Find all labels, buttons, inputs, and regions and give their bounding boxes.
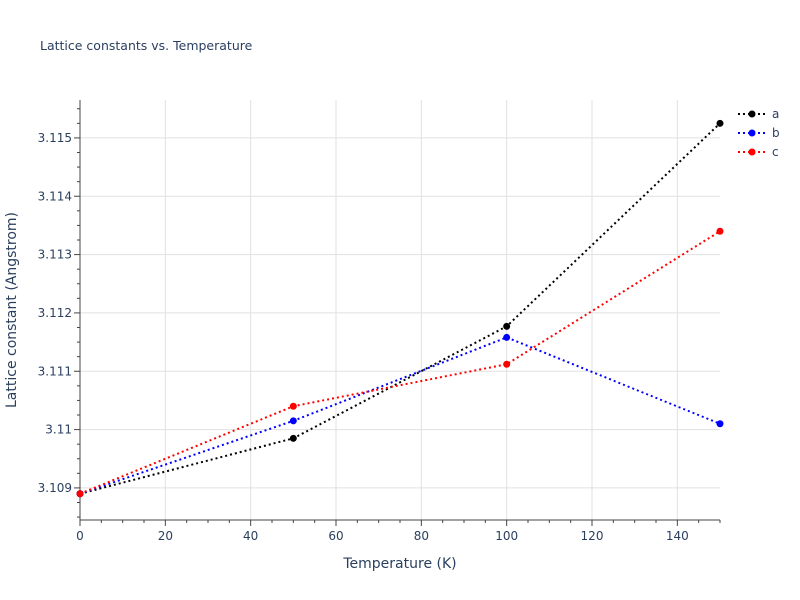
x-tick-label: 40: [243, 529, 258, 543]
legend-label-b: b: [772, 126, 780, 140]
legend: abc: [738, 107, 780, 159]
x-tick-label: 140: [666, 529, 689, 543]
y-tick-label: 3.113: [38, 248, 72, 262]
data-point-c: [76, 490, 84, 498]
x-tick-label: 120: [581, 529, 604, 543]
x-tick-label: 60: [328, 529, 343, 543]
legend-label-a: a: [772, 107, 779, 121]
data-point-b: [289, 417, 297, 425]
data-point-a: [503, 322, 511, 330]
x-tick-label: 100: [495, 529, 518, 543]
series-line-a: [79, 122, 721, 495]
legend-label-c: c: [772, 145, 779, 159]
legend-marker-b: [748, 129, 756, 137]
x-axis-title: Temperature (K): [342, 556, 456, 572]
y-tick-label: 3.11: [45, 423, 72, 437]
series-line-c: [79, 230, 721, 495]
x-tick-label: 80: [414, 529, 429, 543]
data-point-c: [289, 402, 297, 410]
y-tick-label: 3.114: [38, 189, 72, 203]
legend-marker-a: [748, 110, 756, 118]
data-point-a: [716, 119, 724, 127]
axes: [79, 100, 720, 521]
data-point-b: [503, 333, 511, 341]
x-tick-label: 0: [76, 529, 84, 543]
x-ticks: 0 20 40 60 80 100 120 140: [76, 520, 721, 543]
data-point-c: [716, 227, 724, 235]
y-axis-title: Lattice constant (Angstrom): [4, 212, 20, 408]
series-group: [76, 119, 724, 498]
y-tick-label: 3.111: [38, 364, 72, 378]
x-tick-label: 20: [158, 529, 173, 543]
data-point-c: [503, 360, 511, 368]
y-ticks: 3.109 3.11 3.111 3.112 3.113 3.114 3.115: [38, 108, 80, 518]
chart-title: Lattice constants vs. Temperature: [40, 38, 253, 53]
series-line-b: [79, 336, 721, 495]
y-tick-label: 3.112: [38, 306, 72, 320]
data-point-a: [289, 434, 297, 442]
grid: [79, 100, 720, 520]
y-tick-label: 3.115: [38, 131, 72, 145]
data-point-b: [716, 420, 724, 428]
legend-marker-c: [748, 148, 756, 156]
y-tick-label: 3.109: [38, 481, 72, 495]
